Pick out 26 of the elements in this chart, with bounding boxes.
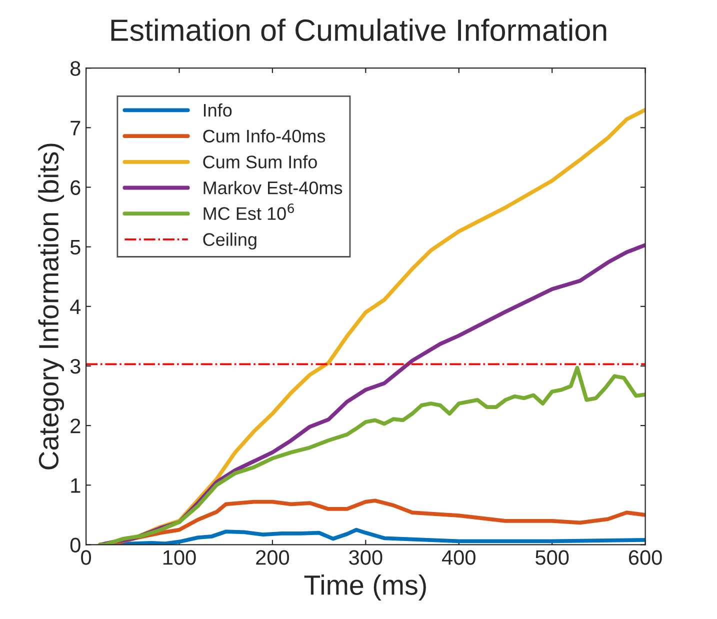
y-tick-label: 5 [70, 240, 80, 255]
y-tick-label: 8 [70, 61, 80, 76]
legend-label: Cum Info-40ms [203, 129, 326, 143]
x-tick-label: 300 [349, 550, 382, 565]
legend-label: MC Est 10$^{6}$ [204, 203, 294, 220]
y-tick-label: 7 [70, 120, 80, 136]
y-tick-label: 2 [70, 418, 80, 434]
y-tick-label: 6 [70, 180, 80, 195]
y-tick-label: 1 [71, 478, 80, 493]
legend-label: Info [204, 103, 232, 117]
x-axis-title: Time (ms) [304, 574, 426, 600]
y-axis-title: Category Information (bits) [38, 144, 64, 470]
x-tick-label: 600 [628, 550, 662, 565]
x-tick-label: 100 [163, 550, 196, 565]
x-tick-label: 500 [536, 550, 569, 565]
y-tick-label: 4 [70, 300, 81, 314]
line-series [98, 366, 646, 545]
x-tick-label: 200 [256, 550, 290, 565]
y-tick-label: 3 [70, 358, 80, 374]
legend-label: Cum Sum Info [203, 155, 317, 168]
chart-title: Estimation of Cumulative Information [111, 18, 606, 42]
y-tick-label: 0 [70, 538, 80, 552]
x-tick-label: 0 [81, 550, 92, 565]
legend-label: Ceiling [203, 232, 256, 250]
legend-label: Markov Est-40ms [204, 180, 342, 194]
x-tick-label: 400 [442, 550, 476, 565]
